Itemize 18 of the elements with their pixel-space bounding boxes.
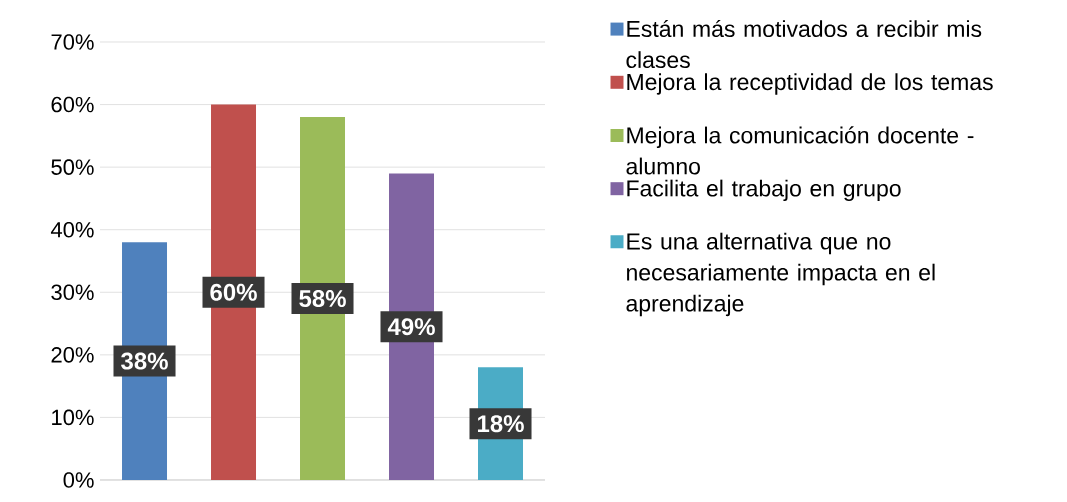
y-tick-label: 60% (51, 96, 94, 113)
data-label: 38% (121, 352, 168, 370)
y-tick-label: 0% (63, 472, 94, 488)
y-tick-label: 70% (51, 34, 94, 50)
data-label: 58% (299, 290, 346, 308)
legend-label: Mejora la receptividad de los temas (627, 73, 993, 95)
legend-label: Están más motivados a recibir mis clases (626, 19, 982, 69)
y-tick-label: 40% (50, 221, 94, 238)
data-label: 60% (210, 283, 257, 301)
y-tick-label: 10% (52, 409, 94, 426)
data-label: 18% (478, 415, 524, 433)
legend-label: Es una alternativa que no necesariamente impacta en el aprendizaje (626, 232, 935, 317)
data-label: 49% (387, 318, 435, 336)
y-tick-label: 20% (51, 347, 94, 363)
legend-label: Facilita el trabajo en grupo (627, 179, 901, 202)
y-tick-label: 50% (51, 159, 94, 175)
legend-label: Mejora la comunicación docente - alumno (626, 126, 974, 175)
y-tick-label: 30% (51, 284, 94, 301)
